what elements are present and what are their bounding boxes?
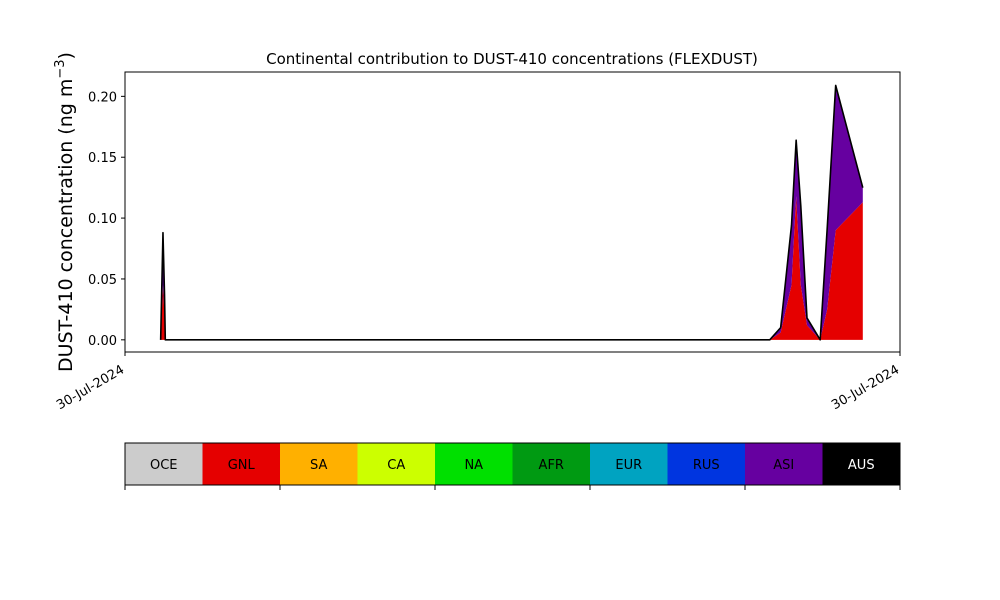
- legend-swatch-aus: [822, 443, 901, 485]
- area-gnl: [160, 196, 863, 340]
- y-axis-label-main: DUST-410 concentration (ng m: [55, 79, 77, 372]
- legend-label-ca: CA: [387, 458, 405, 473]
- legend-swatch-gnl: [202, 443, 281, 485]
- legend-label-aus: AUS: [848, 458, 875, 473]
- legend-swatch-sa: [280, 443, 358, 485]
- x-axis: 30-Jul-2024 30-Jul-2024: [54, 352, 902, 413]
- legend-label-oce: OCE: [150, 458, 178, 473]
- legend-label-gnl: GNL: [228, 458, 256, 473]
- legend-swatch-afr: [512, 443, 591, 485]
- legend-swatch-ca: [357, 443, 436, 485]
- legend-label-afr: AFR: [539, 458, 564, 473]
- y-axis-label-close: ): [55, 52, 77, 59]
- plot-frame: [124, 71, 901, 353]
- legend-swatch-eur: [590, 443, 668, 485]
- y-axis-label: DUST-410 concentration (ng m−3): [53, 52, 77, 372]
- y-axis-label-exponent: −3: [53, 59, 68, 78]
- total-line-layer: [159, 84, 864, 341]
- legend-swatch-rus: [667, 443, 746, 485]
- y-tick-label: 0.05: [88, 273, 117, 288]
- legend-label-rus: RUS: [693, 458, 720, 473]
- legend: OCE GNL SA CA NA AFR EUR RUS ASI AUS: [124, 442, 901, 490]
- legend-label-asi: ASI: [773, 458, 794, 473]
- y-tick-label: 0.10: [88, 212, 117, 227]
- legend-swatch-asi: [745, 443, 823, 485]
- legend-label-sa: SA: [310, 458, 327, 473]
- legend-frame: [124, 442, 901, 486]
- legend-swatch-na: [435, 443, 513, 485]
- area-asi: [160, 86, 863, 340]
- x-tick-label: 30-Jul-2024: [829, 362, 902, 413]
- y-axis: 0.00 0.05 0.10 0.15 0.20: [88, 90, 125, 349]
- legend-swatch-oce: [125, 443, 203, 485]
- y-tick-label: 0.20: [88, 90, 117, 105]
- y-tick-label: 0.15: [88, 151, 117, 166]
- legend-label-na: NA: [464, 458, 483, 473]
- areas-layer: [160, 85, 863, 340]
- y-tick-label: 0.00: [88, 334, 117, 349]
- area-aus: [160, 85, 863, 340]
- chart-title: Continental contribution to DUST-410 con…: [266, 50, 758, 68]
- total-line: [159, 84, 864, 341]
- legend-label-eur: EUR: [615, 458, 642, 473]
